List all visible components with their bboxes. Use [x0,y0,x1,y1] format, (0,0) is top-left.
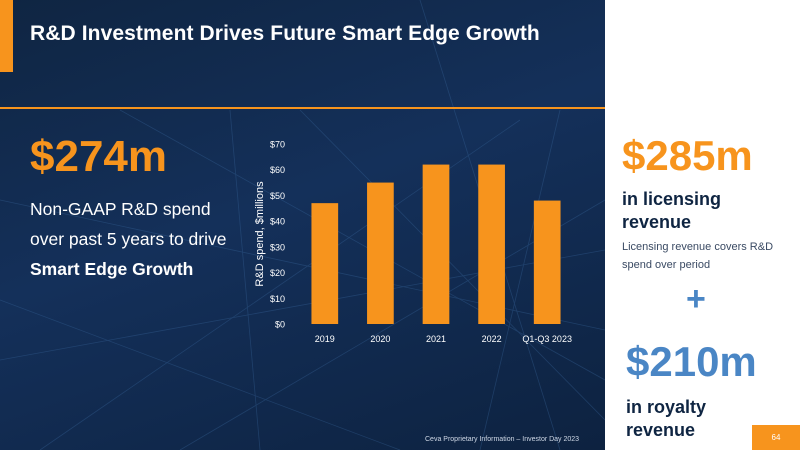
background-network-lines [0,0,605,450]
y-tick-label: $30 [270,242,285,252]
title-accent-bar [0,0,13,72]
royalty-revenue-stat: $210m [626,338,757,385]
x-tick-label: 2020 [370,334,390,344]
royalty-revenue-label: in royalty revenue [626,397,707,440]
y-tick-label: $60 [270,165,285,175]
x-tick-label: 2019 [315,334,335,344]
slide-title: R&D Investment Drives Future Smart Edge … [30,22,540,45]
y-tick-label: $50 [270,191,285,201]
y-tick-label: $20 [270,268,285,278]
y-tick-label: $40 [270,217,285,227]
total-rd-spend-description: Non-GAAP R&D spend over past 5 years to … [30,194,245,284]
bar-2022 [478,164,505,324]
page-number-badge: 64 [752,425,800,450]
total-rd-spend-stat: $274m [30,132,168,181]
x-tick-label: 2021 [426,334,446,344]
y-tick-label: $70 [270,140,285,150]
y-axis-label: R&D spend, $millions [254,181,266,287]
header-divider [0,107,605,109]
licensing-coverage-note: Licensing revenue covers R&D spend over … [622,241,774,271]
bar-2021 [422,164,450,324]
y-tick-label: $10 [270,294,285,304]
bar-q1-q3-2023 [533,200,561,324]
rd-spend-bar-chart: R&D spend, $millions $0 $10 $20 $30 $40 $50 $60… [254,140,572,345]
description-text: Non-GAAP R&D spend over past 5 years to … [30,199,227,249]
bar-2019 [311,203,339,324]
x-tick-label: 2022 [482,334,502,344]
dark-background-panel: R&D Investment Drives Future Smart Edge … [0,0,605,450]
licensing-revenue-label: in licensing revenue [622,189,722,232]
footer-confidentiality-note: Ceva Proprietary Information – Investor … [425,436,580,443]
plus-icon: + [686,280,706,318]
description-bold-text: Smart Edge Growth [30,259,194,279]
licensing-revenue-stat: $285m [622,132,753,179]
x-tick-label: Q1-Q3 2023 [522,334,572,344]
bar-2020 [367,182,394,324]
y-tick-label: $0 [275,320,285,330]
